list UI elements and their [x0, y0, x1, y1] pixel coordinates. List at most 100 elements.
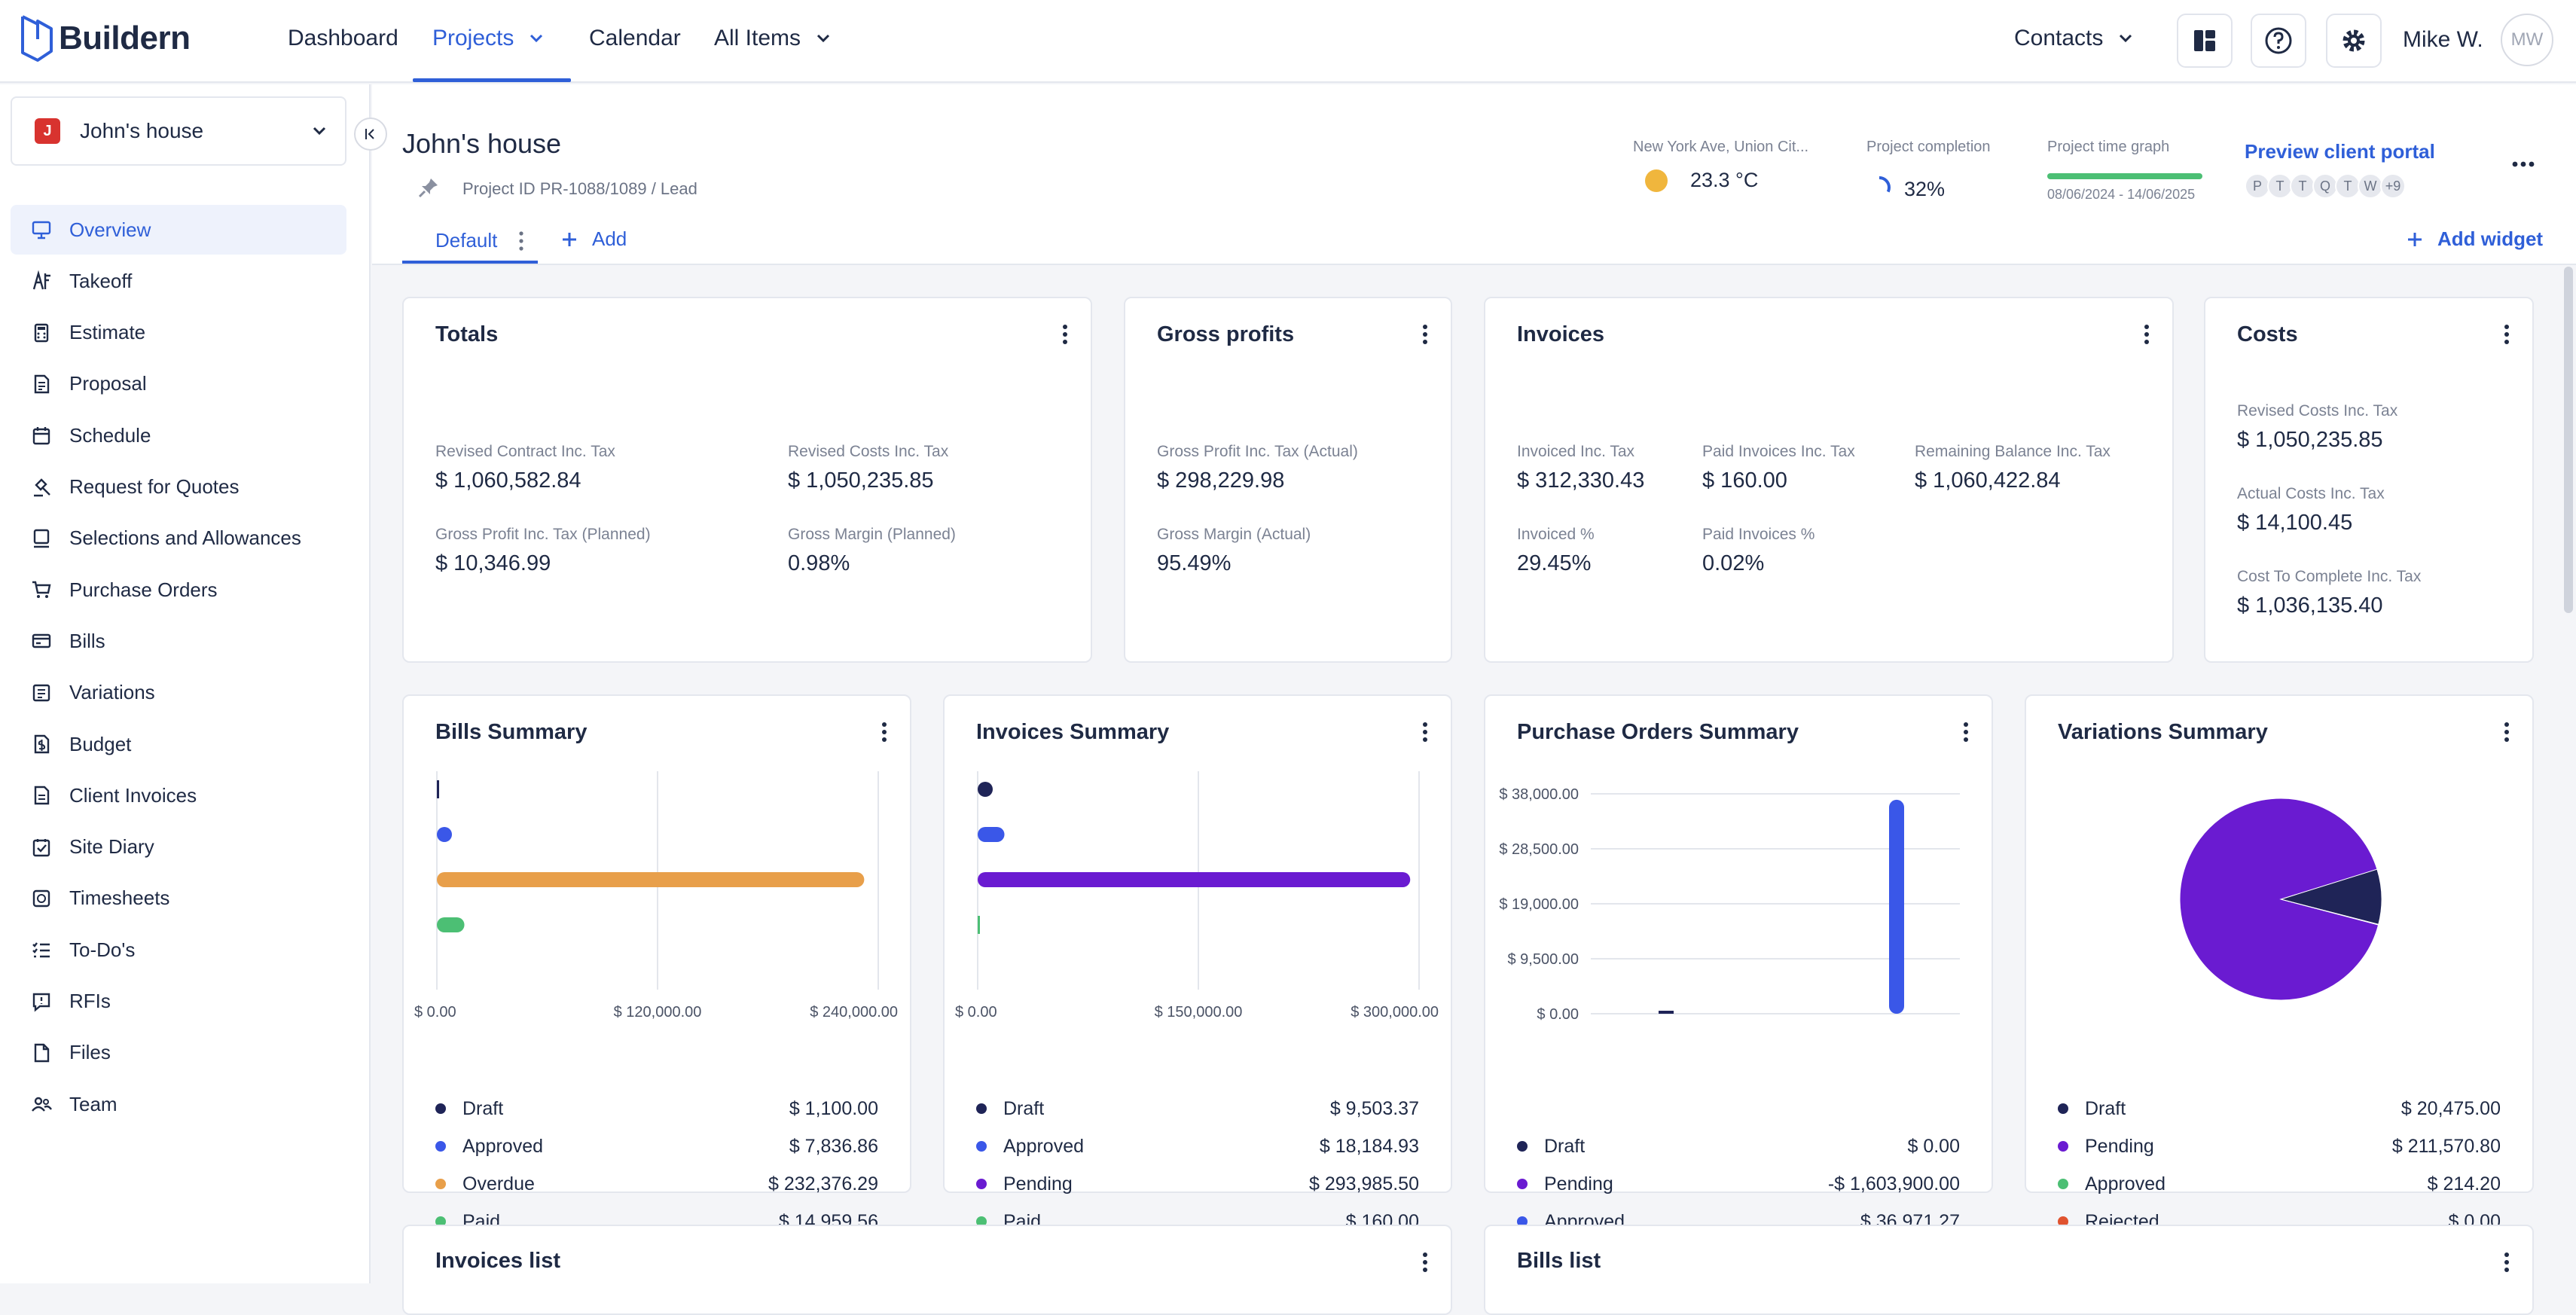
collapse-left-icon	[365, 129, 374, 139]
kebab-menu-icon[interactable]	[1421, 719, 1430, 746]
purchase-orders-summary-chart: $ 0.00 $ 9,500.00 $ 19,000.00 $ 28,500.00 $ …	[1499, 786, 1960, 1023]
project-id: Project ID PR-1088/1089 / Lead	[462, 179, 697, 198]
sidebar-item-estimate[interactable]: Estimate	[11, 308, 346, 358]
kebab-menu-icon[interactable]	[1421, 321, 1430, 348]
sidebar-item-timesheets[interactable]: Timesheets	[11, 874, 346, 923]
nav-projects[interactable]: Projects	[432, 26, 545, 51]
add-widget-button[interactable]: Add widget	[2406, 227, 2543, 251]
legend-label: Draft	[462, 1097, 504, 1119]
todo-icon	[32, 942, 50, 958]
legend-dot	[1517, 1216, 1528, 1227]
sidebar-item-label: To-Do's	[69, 938, 136, 961]
bills-summary-legend-item[interactable]: Approved $ 7,836.86	[435, 1131, 878, 1161]
rfi-icon	[32, 993, 50, 1012]
sidebar-item-client-invoices[interactable]: Client Invoices	[11, 770, 346, 820]
tab-default[interactable]: Default	[435, 229, 498, 252]
invoices-summary-legend-item[interactable]: Pending $ 293,985.50	[976, 1169, 1419, 1199]
stat-value: $ 10,346.99	[435, 551, 551, 575]
pie-slice-approved	[2280, 899, 2379, 926]
legend-dot	[2058, 1179, 2068, 1189]
purchase-orders-summary-card: Purchase Orders Summary $ 0.00 $ 9,500.00…	[1484, 694, 1993, 1232]
portal-user-chip[interactable]: T	[2335, 173, 2361, 199]
avatar[interactable]: MW	[2501, 14, 2553, 66]
sidebar-item-site-diary[interactable]: Site Diary	[11, 822, 346, 872]
sidebar-item-label: Request for Quotes	[69, 475, 240, 498]
preview-client-portal-link[interactable]: Preview client portal	[2245, 140, 2435, 163]
chevron-down-icon	[313, 127, 326, 136]
sidebar-item-variations[interactable]: Variations	[11, 668, 346, 718]
sidebar-item-selections-and-allowances[interactable]: Selections and Allowances	[11, 514, 346, 563]
project-selector-label: John's house	[80, 119, 204, 142]
purchase-orders-summary-legend-item[interactable]: Draft $ 0.00	[1517, 1131, 1960, 1161]
kebab-menu-icon[interactable]	[1961, 719, 1970, 746]
portal-user-chip[interactable]: +9	[2380, 173, 2406, 199]
project-selector[interactable]: J John's house	[11, 96, 346, 166]
dashboard-content: Totals Revised Contract Inc. Tax $ 1,060…	[372, 267, 2576, 1315]
time-graph-bar	[2047, 173, 2202, 179]
help-button[interactable]	[2251, 14, 2306, 68]
kebab-menu-icon[interactable]	[2502, 1249, 2511, 1276]
kebab-menu-icon[interactable]	[1061, 321, 1070, 348]
collapse-sidebar-button[interactable]	[354, 117, 387, 151]
portal-user-chip[interactable]: P	[2245, 173, 2270, 199]
purchase-orders-summary-title: Purchase Orders Summary	[1517, 720, 1799, 744]
help-icon	[2265, 27, 2292, 54]
bills-summary-legend-item[interactable]: Overdue $ 232,376.29	[435, 1169, 878, 1199]
variations-summary-legend-item[interactable]: Draft $ 20,475.00	[2058, 1094, 2501, 1124]
variations-summary-legend-item[interactable]: Pending $ 211,570.80	[2058, 1131, 2501, 1161]
tab-options-icon[interactable]	[517, 227, 526, 255]
user-name[interactable]: Mike W.	[2403, 27, 2483, 52]
gavel-icon	[34, 477, 50, 496]
kebab-menu-icon[interactable]	[2502, 321, 2511, 348]
sidebar-item-team[interactable]: Team	[11, 1079, 346, 1129]
sidebar-item-files[interactable]: Files	[11, 1028, 346, 1078]
sidebar-item-proposal[interactable]: Proposal	[11, 359, 346, 409]
file-icon	[34, 1043, 50, 1062]
purchase-orders-summary-legend-item[interactable]: Pending -$ 1,603,900.00	[1517, 1169, 1960, 1199]
selections-icon	[33, 529, 50, 548]
legend-label: Draft	[1544, 1135, 1586, 1157]
portal-user-chip[interactable]: T	[2290, 173, 2315, 199]
sidebar-item-bills[interactable]: Bills	[11, 616, 346, 666]
sidebar-item-to-do-s[interactable]: To-Do's	[11, 925, 346, 975]
kebab-menu-icon[interactable]	[2142, 321, 2151, 348]
sidebar-item-overview[interactable]: Overview	[11, 205, 346, 255]
nav-dashboard[interactable]: Dashboard	[288, 26, 398, 51]
sidebar-item-label: Selections and Allowances	[69, 526, 301, 550]
bar-draft	[437, 780, 439, 798]
invoices-title: Invoices	[1517, 322, 1605, 346]
page-scrollbar[interactable]	[2564, 267, 2573, 613]
nav-calendar-label: Calendar	[589, 26, 681, 50]
invoices-summary-legend-item[interactable]: Draft $ 9,503.37	[976, 1094, 1419, 1124]
sidebar-item-rfis[interactable]: RFIs	[11, 977, 346, 1027]
sidebar-item-schedule[interactable]: Schedule	[11, 410, 346, 460]
portal-user-chip[interactable]: T	[2267, 173, 2293, 199]
portal-user-chip[interactable]: W	[2358, 173, 2383, 199]
x-tick-label: $ 240,000.00	[810, 1004, 898, 1021]
invoices-summary-legend-item[interactable]: Approved $ 18,184.93	[976, 1131, 1419, 1161]
kebab-menu-icon[interactable]	[880, 719, 889, 746]
buildern-logo[interactable]: Buildern	[20, 14, 191, 63]
nav-active-indicator	[413, 78, 571, 82]
nav-contacts[interactable]: Contacts	[2014, 26, 2135, 51]
timesheet-icon	[32, 889, 50, 908]
settings-button[interactable]	[2326, 14, 2382, 68]
stat-value: $ 1,036,135.40	[2237, 593, 2383, 618]
add-tab-button[interactable]: Add	[560, 227, 627, 251]
gross-profits-title: Gross profits	[1157, 322, 1295, 346]
kebab-menu-icon[interactable]	[1421, 1249, 1430, 1276]
sidebar-item-purchase-orders[interactable]: Purchase Orders	[11, 565, 346, 615]
bills-summary-legend-item[interactable]: Draft $ 1,100.00	[435, 1094, 878, 1124]
invoices-list-card: Invoices list	[402, 1225, 1452, 1315]
variations-summary-legend-item[interactable]: Approved $ 214.20	[2058, 1169, 2501, 1199]
layout-button[interactable]	[2177, 14, 2233, 68]
nav-calendar[interactable]: Calendar	[589, 26, 681, 51]
more-options-icon[interactable]	[2511, 160, 2535, 169]
nav-all-items[interactable]: All Items	[714, 26, 832, 51]
portal-user-chip[interactable]: Q	[2312, 173, 2338, 199]
sidebar-item-request-for-quotes[interactable]: Request for Quotes	[11, 462, 346, 512]
kebab-menu-icon[interactable]	[2502, 719, 2511, 746]
sidebar-item-takeoff[interactable]: Takeoff	[11, 256, 346, 306]
sidebar-item-budget[interactable]: Budget	[11, 719, 346, 769]
pin-icon[interactable]	[417, 176, 440, 199]
